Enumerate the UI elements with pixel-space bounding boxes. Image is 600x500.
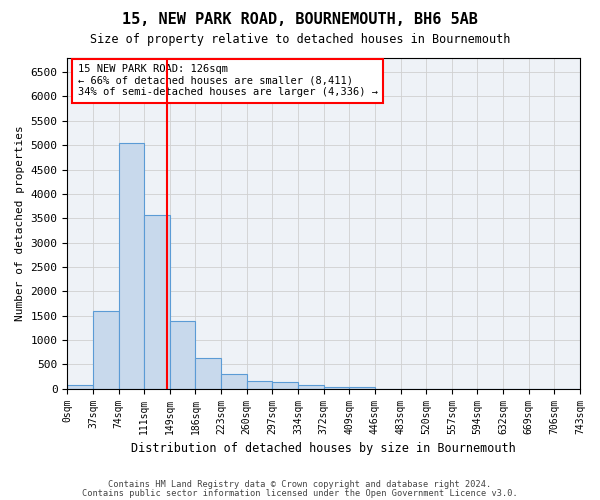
Bar: [349, 386, 375, 388]
Bar: [298, 385, 323, 388]
Bar: [119, 142, 144, 388]
Bar: [221, 374, 247, 388]
Text: Contains HM Land Registry data © Crown copyright and database right 2024.: Contains HM Land Registry data © Crown c…: [109, 480, 491, 489]
Text: 15, NEW PARK ROAD, BOURNEMOUTH, BH6 5AB: 15, NEW PARK ROAD, BOURNEMOUTH, BH6 5AB: [122, 12, 478, 28]
Bar: [67, 385, 93, 388]
Text: 15 NEW PARK ROAD: 126sqm
← 66% of detached houses are smaller (8,411)
34% of sem: 15 NEW PARK ROAD: 126sqm ← 66% of detach…: [77, 64, 377, 98]
Bar: [170, 322, 196, 388]
Text: Contains public sector information licensed under the Open Government Licence v3: Contains public sector information licen…: [82, 488, 518, 498]
Bar: [323, 386, 349, 388]
Bar: [93, 311, 119, 388]
Bar: [144, 215, 170, 388]
Bar: [272, 382, 298, 388]
X-axis label: Distribution of detached houses by size in Bournemouth: Distribution of detached houses by size …: [131, 442, 516, 455]
Y-axis label: Number of detached properties: Number of detached properties: [15, 125, 25, 321]
Text: Size of property relative to detached houses in Bournemouth: Size of property relative to detached ho…: [90, 32, 510, 46]
Bar: [196, 358, 221, 388]
Bar: [247, 381, 272, 388]
